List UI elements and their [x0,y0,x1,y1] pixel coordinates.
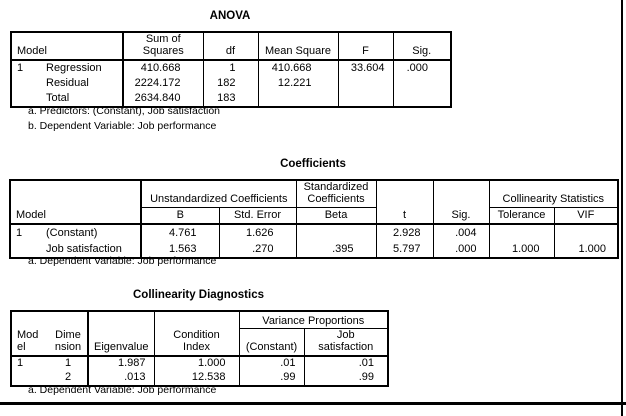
coefficients-row-label: (Constant) [46,227,98,240]
anova-header-row: Model Sum of Squares df Mean Square F Si… [11,32,451,61]
anova-row-label: Regression [46,62,102,75]
collinearity-header-dimension: Dime nsion [49,311,88,357]
coefficients-title: Coefficients [280,158,346,170]
coefficients-beta-value: .395 [295,240,377,258]
collinearity-constant-value: .01 [238,355,304,371]
collinearity-condition-index-value: 12.538 [153,370,239,386]
coefficients-header-sig: Sig. [432,180,490,225]
anova-sig-value [392,90,451,107]
coefficients-header-beta: Beta [295,207,377,225]
anova-sig-value: .000 [392,59,451,76]
collinearity-dimension-value: 1 [64,357,72,370]
coefficients-header-collinearity: Collinearity Statistics [488,180,619,208]
coefficients-header-row-1: Model Unstandardized Coefficients Standa… [10,180,619,225]
anova-header-sum-of-squares: Sum of Squares [122,32,203,61]
coefficients-tolerance-value [488,223,555,241]
collinearity-job-satisfaction-value: .01 [303,355,388,371]
table-row: Total 2634.840 183 [11,90,451,107]
anova-row-label: Total [46,92,70,105]
collinearity-job-satisfaction-value: .99 [303,370,388,386]
anova-df-value: 1 [202,59,258,76]
table-row: Job satisfaction 1.563 .270 .395 5.797 .… [10,240,619,258]
collinearity-model-number: 1 [17,357,24,370]
table-row: 1 1 1.987 1.000 .01 .01 [11,355,388,371]
table-row: 1 Regression 410.668 1 410.668 33.604 .0… [11,59,451,76]
anova-footnote-b: b. Dependent Variable: Job performance [28,120,217,132]
coefficients-tolerance-value: 1.000 [488,240,555,258]
collinearity-dimension-value: 2 [64,371,72,384]
coefficients-header-std-error: Std. Error [218,207,297,225]
anova-header-mean-square: Mean Square [257,32,338,61]
coefficients-model-number: 1 [16,227,23,240]
coefficients-header-row-2: B Std. Error Beta Tolerance VIF [10,207,619,225]
collinearity-header-condition-index: Condition Index [153,311,239,357]
anova-header-f: F [337,32,393,61]
coefficients-header-b: B [140,207,219,225]
anova-header-model: Model [11,32,123,61]
coefficients-header-unstandardized: Unstandardized Coefficients [139,180,297,208]
coefficients-header-vif: VIF [553,207,619,225]
anova-header-sig: Sig. [392,32,451,61]
table-row: Residual 2224.172 182 12.221 [11,75,451,91]
coefficients-vif-value: 1.000 [553,240,619,258]
collinearity-footnote-a: a. Dependent Variable: Job performance [28,384,217,396]
coefficients-row-label: Job satisfaction [46,243,122,256]
anova-header-df: df [202,32,258,61]
coefficients-t-value: 2.928 [375,223,434,241]
collinearity-table: Mod el Dime nsion Eigenvalue Condition I… [10,310,389,387]
anova-sum-of-squares-value: 2634.840 [122,90,203,107]
collinearity-constant-value: .99 [238,370,304,386]
coefficients-header-standardized: Standardized Coefficients [295,180,377,208]
coefficients-header-tolerance: Tolerance [488,207,555,225]
anova-f-value [337,75,393,91]
coefficients-header-model: Model [10,180,141,225]
anova-footnotes: a. Predictors: (Constant), Job satisfact… [28,104,220,134]
anova-row-label: Residual [46,77,89,90]
coefficients-footnote-a: a. Dependent Variable: Job performance [28,255,217,267]
anova-sum-of-squares-value: 410.668 [122,59,203,76]
coefficients-b-value: 4.761 [140,223,219,241]
collinearity-header-row-2: (Constant) Job satisfaction [11,328,388,357]
anova-footnote-a: a. Predictors: (Constant), Job satisfact… [28,105,220,117]
anova-sum-of-squares-value: 2224.172 [122,75,203,91]
collinearity-header-row-1: Mod el Dime nsion Eigenvalue Condition I… [11,311,388,357]
collinearity-header-model: Mod el [11,311,49,357]
anova-model-number: 1 [17,62,24,75]
anova-f-value: 33.604 [337,59,393,76]
coefficients-std-error-value: 1.626 [218,223,297,241]
anova-df-value: 182 [202,75,258,91]
coefficients-sig-value: .000 [432,240,490,258]
collinearity-header-job-satisfaction: Job satisfaction [303,328,388,357]
collinearity-condition-index-value: 1.000 [153,355,239,371]
coefficients-std-error-value: .270 [218,240,297,258]
collinearity-header-eigenvalue: Eigenvalue [87,311,154,357]
coefficients-beta-value [295,223,377,241]
table-row: 2 .013 12.538 .99 .99 [11,370,388,386]
collinearity-eigenvalue-value: 1.987 [87,355,154,371]
anova-mean-square-value: 12.221 [257,75,338,91]
coefficients-table: Model Unstandardized Coefficients Standa… [9,179,620,259]
collinearity-header-variance-proportions: Variance Proportions [238,311,388,329]
page-right-rule [621,0,623,416]
coefficients-sig-value: .004 [432,223,490,241]
coefficients-vif-value [553,223,619,241]
anova-mean-square-value: 410.668 [257,59,338,76]
collinearity-title: Collinearity Diagnostics [132,289,264,301]
anova-table: Model Sum of Squares df Mean Square F Si… [10,31,452,108]
anova-f-value [337,90,393,107]
table-row: 1 (Constant) 4.761 1.626 2.928 .004 [10,223,619,241]
coefficients-header-t: t [375,180,434,225]
collinearity-eigenvalue-value: .013 [87,370,154,386]
page-bottom-rule [0,402,626,405]
coefficients-b-value: 1.563 [140,240,219,258]
coefficients-t-value: 5.797 [375,240,434,258]
collinearity-header-constant: (Constant) [238,328,304,357]
anova-df-value: 183 [202,90,258,107]
anova-model-number-blank [11,76,41,91]
anova-title: ANOVA [209,10,251,22]
anova-mean-square-value [257,90,338,107]
anova-sig-value [392,75,451,91]
